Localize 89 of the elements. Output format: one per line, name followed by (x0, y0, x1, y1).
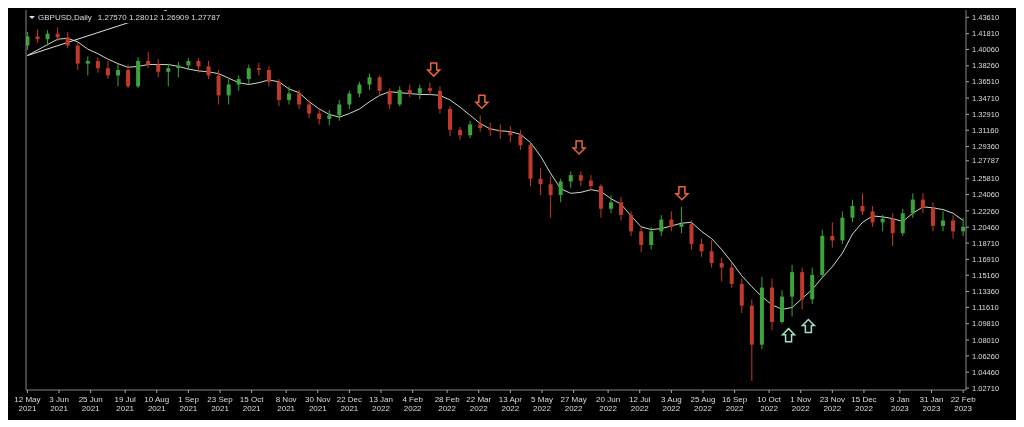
x-tick-label: 13 Apr 2022 (498, 395, 523, 413)
x-tick-label: 9 Jan 2023 (890, 395, 910, 413)
candlestick (85, 55, 90, 76)
candlestick (840, 210, 845, 245)
candlestick (126, 64, 131, 89)
candlestick (538, 167, 543, 196)
candlestick (619, 196, 624, 221)
x-tick-label: 3 Aug 2022 (661, 395, 682, 413)
x-tick-label: 22 Dec 2021 (336, 395, 363, 413)
candlestick (75, 42, 80, 71)
candlestick (739, 278, 744, 314)
candlestick (588, 174, 593, 192)
candlestick (297, 89, 302, 110)
candlestick (95, 56, 100, 74)
x-tick-label: 22 Feb 2023 (950, 395, 977, 413)
candlestick (206, 60, 211, 80)
candlestick (649, 226, 654, 250)
x-tick-label: 15 Oct 2021 (239, 395, 265, 413)
candlestick (729, 262, 734, 289)
candlestick (910, 192, 915, 219)
x-tick-label: 30 Nov 2021 (305, 395, 331, 413)
x-tick-label: 19 Jul 2021 (114, 395, 137, 413)
candlestick (105, 60, 110, 80)
candlestick (659, 214, 664, 237)
x-tick-label: 23 Sep 2021 (207, 395, 234, 413)
candlestick (287, 85, 292, 105)
x-tick-label: 10 Oct 2022 (757, 395, 782, 413)
x-tick-label: 12 Jul 2022 (629, 395, 651, 413)
candlestick (397, 85, 402, 107)
x-tick-label: 5 May 2022 (531, 395, 553, 413)
candlestick (608, 194, 613, 214)
candlestick (920, 192, 925, 214)
x-tick-label: 12 May 2021 (14, 395, 41, 413)
candlestick (629, 210, 634, 237)
x-tick-label: 16 Sep 2022 (721, 395, 748, 413)
candlestick (347, 90, 352, 110)
x-tick-label: 25 Jun 2021 (78, 395, 103, 413)
candlestick (156, 58, 161, 78)
candlestick (860, 192, 865, 216)
candlestick (437, 85, 442, 115)
candlestick (266, 65, 271, 87)
candlestick (699, 238, 704, 258)
candlestick (337, 99, 342, 122)
x-tick-label: 10 Aug 2021 (144, 395, 170, 413)
candlestick (679, 206, 684, 234)
candlestick (548, 176, 553, 219)
x-tick-label: 3 Jun 2021 (49, 395, 69, 413)
candlestick (307, 99, 312, 119)
chart-title: GBPUSD,Daily (38, 13, 92, 22)
candlestick (930, 201, 935, 232)
candlestick (387, 87, 392, 110)
x-tick-label: 8 Nov 2021 (275, 395, 297, 413)
candlestick (719, 257, 724, 282)
x-tick-label: 1 Sep 2021 (177, 395, 200, 413)
candlestick (870, 205, 875, 228)
candlestick (458, 126, 463, 141)
candlestick (689, 219, 694, 250)
candlestick (246, 64, 251, 86)
x-tick-label: 4 Feb 2022 (402, 395, 424, 413)
x-tick-label: 27 May 2022 (560, 395, 587, 413)
candlestick (448, 105, 453, 137)
candlestick (226, 78, 231, 105)
candlestick (850, 199, 855, 223)
candlestick (558, 178, 563, 203)
candlestick (639, 226, 644, 253)
x-tick-label: 25 Aug 2022 (690, 395, 716, 413)
x-tick-label: 13 Jan 2022 (369, 395, 394, 413)
x-tick-label: 20 Jun 2022 (596, 395, 621, 413)
candlestick (941, 210, 945, 232)
candlestick (669, 210, 674, 232)
candlestick (276, 78, 281, 107)
x-tick-label: 28 Feb 2022 (434, 395, 461, 413)
x-tick-label: 31 Jan 2023 (919, 395, 944, 413)
x-tick-label: 15 Dec 2022 (851, 395, 877, 413)
candlestick (900, 208, 905, 237)
candlestick (216, 69, 221, 105)
candlestick (166, 63, 171, 87)
x-tick-label: 22 Mar 2022 (466, 395, 492, 413)
x-tick-label: 23 Nov 2022 (819, 395, 846, 413)
x-tick-label: 1 Nov 2022 (790, 395, 812, 413)
candlestick (427, 82, 432, 96)
candlestick (518, 129, 523, 151)
candlestick (598, 183, 603, 219)
candlestick (890, 212, 895, 247)
candlestick (377, 74, 382, 96)
candlestick (951, 214, 956, 240)
candlestick (709, 239, 714, 269)
chart-subtitle: 1.27570 1.28012 1.26909 1.27787 (97, 13, 221, 22)
candlestick (115, 63, 120, 87)
